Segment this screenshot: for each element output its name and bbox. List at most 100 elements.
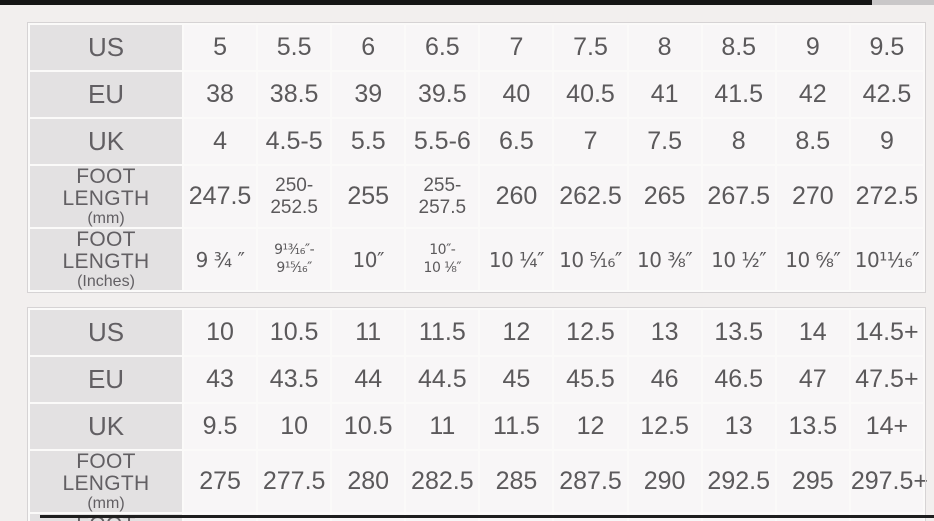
size-chart: US 5 5.5 6 6.5 7 7.5 8 8.5 9 9.5 EU 38 38.5 39 39.5 40 40… [27,21,928,521]
size-cell: 9.5 [184,404,257,450]
size-cell: 5 [184,25,257,70]
row-header-us: US [30,310,182,356]
table-row: EU 38 38.5 39 39.5 40 40.5 41 41.5 42 42.5 [30,72,923,117]
top-bar [0,0,872,5]
size-table-1: US 5 5.5 6 6.5 7 7.5 8 8.5 9 9.5 EU 38 38.5 39 39.5 40 40… [27,21,926,294]
size-cell: 8.5 [702,25,775,70]
size-cell: 275 [184,451,257,513]
size-cell: 11.5 [480,404,553,450]
size-cell: 47 [776,357,849,403]
size-cell: 46.5 [702,357,775,403]
table-row: FOOT LENGTH (mm) 275 277.5 280 282.5 285 287.5 2… [30,450,928,513]
size-cell: 38.5 [258,72,331,117]
size-cell: 5.5 [258,25,331,70]
size-cell: 41 [628,72,701,117]
row-sublabel: (mm) [87,495,125,513]
size-cell: 11.5 [406,310,479,356]
size-cell: 42.5 [850,72,923,117]
size-cell: 265 [628,166,701,228]
table-row: UK 9.5 10 10.5 11 11.5 12 12.5 13 13.5 14+ [30,404,923,450]
size-cell: 38 [184,72,257,117]
size-cell: 290 [628,451,701,513]
size-cell: 40.5 [554,72,627,117]
size-table-2: US 10 10.5 11 11.5 12 12.5 13 13.5 14 14.5+ EU 43 43.… [27,307,928,521]
size-cell: 4 [184,119,257,164]
row-label: FOOT LENGTH [62,450,150,496]
size-cell: 10 ¹⁄₄″ [480,229,553,291]
size-cell: 297.5+ [850,451,928,513]
size-cell: 8 [702,119,775,164]
size-cell: 43.5 [258,357,331,403]
size-cell: 292.5 [702,451,775,513]
size-cell: 14 [776,310,849,356]
size-cell: 10 ⁶⁄₈″ [776,229,849,291]
size-cell: 12.5 [628,404,701,450]
size-cell: 41.5 [702,72,775,117]
table-row: FOOT LENGTH (mm) 247.5 250- 252.5 255 255- 25… [30,165,923,228]
size-cell: 295 [776,451,849,513]
size-cell: 13.5 [776,404,849,450]
row-header-eu: EU [30,357,182,403]
size-cell: 10 [184,310,257,356]
size-cell: 39 [332,72,405,117]
table-row: EU 43 43.5 44 44.5 45 45.5 46 46.5 47 47.5+ [30,357,923,403]
size-cell: 7 [554,119,627,164]
size-cell: 10 [258,404,331,450]
size-cell: 5.5-6 [406,119,479,164]
row-label: FOOT LENGTH [62,165,150,211]
size-cell: 9¹³⁄₁₆″- 9¹⁵⁄₁₆″ [258,229,331,291]
size-cell: 9.5 [850,25,923,70]
size-cell: 250- 252.5 [258,166,331,228]
size-cell: 7.5 [628,119,701,164]
size-cell: 10″- 10 ¹⁄₈″ [406,229,479,291]
bottom-bar [40,515,934,518]
row-header-uk: UK [30,404,182,450]
size-cell: 13 [702,404,775,450]
size-cell: 44 [332,357,405,403]
size-cell: 285 [480,451,553,513]
size-cell: 10 ⁵⁄₁₆″ [554,229,627,291]
row-sublabel: (mm) [87,210,125,228]
size-cell: 46 [628,357,701,403]
size-cell: 6 [332,25,405,70]
size-cell: 277.5 [258,451,331,513]
size-cell: 10″ [332,229,405,291]
table-row: UK 4 4.5-5 5.5 5.5-6 6.5 7 7.5 8 8.5 9 [30,119,923,164]
size-cell: 272.5 [850,166,923,228]
size-cell: 255 [332,166,405,228]
size-cell: 45.5 [554,357,627,403]
size-cell: 11 [406,404,479,450]
row-header-foot-length-mm-: FOOT LENGTH (mm) [30,165,182,228]
row-sublabel: (Inches) [77,273,135,291]
size-cell: 45 [480,357,553,403]
row-label: EU [87,364,125,395]
size-cell: 13 [628,310,701,356]
row-label: UK [87,411,125,442]
size-cell: 43 [184,357,257,403]
size-cell: 260 [480,166,553,228]
size-cell: 10 ¹⁄₂″ [702,229,775,291]
size-cell: 287.5 [554,451,627,513]
size-cell: 12 [554,404,627,450]
size-cell: 14+ [850,404,923,450]
size-cell: 6.5 [406,25,479,70]
size-cell: 42 [776,72,849,117]
size-cell: 44.5 [406,357,479,403]
size-cell: 255- 257.5 [406,166,479,228]
size-cell: 11 [332,310,405,356]
size-cell: 39.5 [406,72,479,117]
row-header-foot-length-mm-: FOOT LENGTH (mm) [30,450,182,513]
size-cell: 270 [776,166,849,228]
size-cell: 47.5+ [850,357,923,403]
size-cell: 5.5 [332,119,405,164]
size-cell: 8.5 [776,119,849,164]
size-cell: 12.5 [554,310,627,356]
size-cell: 8 [628,25,701,70]
row-header-us: US [30,25,182,70]
row-label: UK [87,125,125,156]
size-cell: 7 [480,25,553,70]
size-cell: 14.5+ [850,310,923,356]
size-cell: 10.5 [258,310,331,356]
size-cell: 7.5 [554,25,627,70]
size-cell: 9 [776,25,849,70]
